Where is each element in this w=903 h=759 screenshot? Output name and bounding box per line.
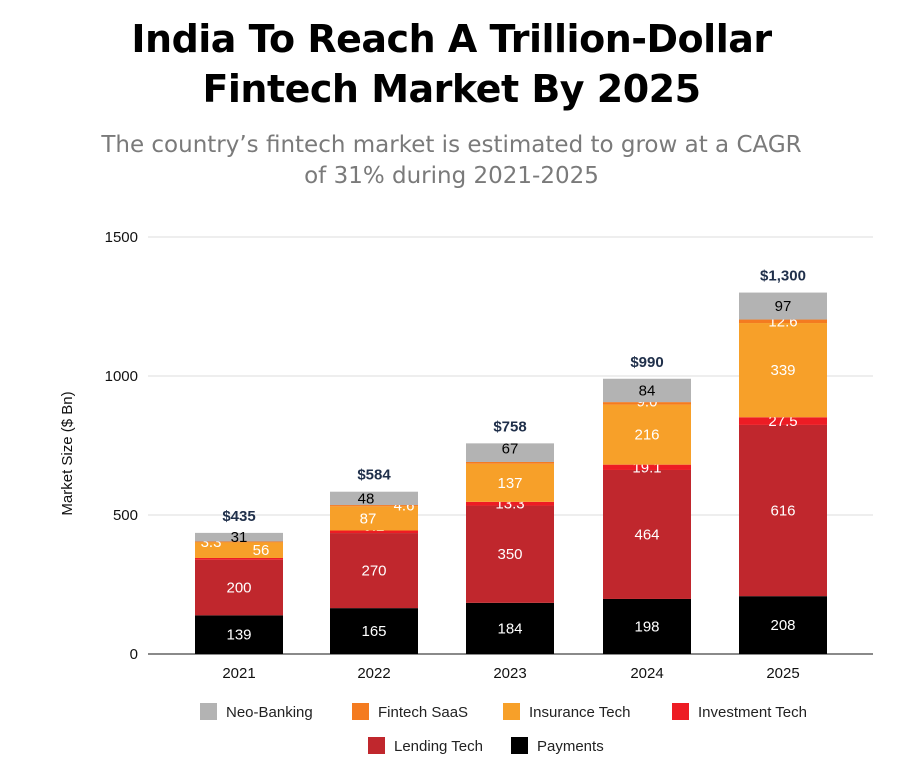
y-tick-label: 500	[113, 507, 138, 524]
bar-segment-insurance-tech	[330, 506, 418, 531]
bar-segment-payments	[466, 602, 554, 654]
y-axis-label: Market Size ($ Bn)	[59, 391, 76, 515]
data-label: 27.5	[768, 413, 797, 430]
data-label: 200	[226, 580, 251, 597]
bar-segment-investment-tech	[603, 464, 691, 470]
bar-segment-insurance-tech	[195, 542, 283, 558]
bar-segment-neo-banking	[739, 292, 827, 320]
legend-swatch-lending-tech	[368, 737, 385, 754]
bar-segment-fintech-saas	[466, 461, 554, 464]
bar-segment-payments	[330, 608, 418, 654]
bar-segment-fintech-saas	[195, 541, 283, 543]
x-tick-label: 2022	[357, 665, 390, 682]
bar-segment-neo-banking	[466, 443, 554, 462]
bar-segment-lending-tech	[195, 559, 283, 616]
chart-title-line-2: Fintech Market By 2025	[202, 67, 701, 111]
chart-subtitle: The country’s fintech market is estimate…	[60, 130, 843, 192]
bar-segment-fintech-saas	[330, 505, 418, 507]
chart-subtitle-line-1: The country’s fintech market is estimate…	[101, 132, 802, 158]
data-label: 350	[497, 546, 522, 563]
bar-segment-neo-banking	[330, 491, 418, 506]
data-label: 137	[497, 475, 522, 492]
legend-swatch-fintech-saas	[352, 703, 369, 720]
chart-title: India To Reach A Trillion-Dollar Fintech…	[0, 14, 903, 114]
bar-segment-payments	[603, 598, 691, 654]
chart-title-line-1: India To Reach A Trillion-Dollar	[131, 17, 772, 61]
bar-segment-investment-tech	[466, 501, 554, 506]
total-label: $584	[357, 467, 391, 484]
bar-segment-fintech-saas	[603, 402, 691, 405]
legend-label: Payments	[537, 738, 604, 755]
chart-subtitle-line-2: of 31% during 2021-2025	[304, 163, 599, 189]
bar-segment-neo-banking	[195, 532, 283, 542]
bar-segment-insurance-tech	[739, 323, 827, 418]
data-label: 56	[253, 542, 270, 559]
legend-swatch-neo-banking	[200, 703, 217, 720]
bar-segment-lending-tech	[330, 533, 418, 609]
bar-segment-neo-banking	[603, 378, 691, 403]
legend-label: Lending Tech	[394, 738, 483, 755]
data-label: 139	[226, 627, 251, 644]
total-label: $1,300	[760, 268, 806, 285]
data-label: 97	[775, 298, 792, 315]
data-label: 270	[361, 563, 386, 580]
bar-segment-lending-tech	[603, 469, 691, 599]
bar-segment-insurance-tech	[603, 404, 691, 465]
data-label: 84	[639, 382, 656, 399]
data-label: 31	[231, 529, 248, 546]
legend-swatch-investment-tech	[672, 703, 689, 720]
data-label: 216	[634, 427, 659, 444]
bar-segment-lending-tech	[466, 505, 554, 603]
x-tick-label: 2025	[766, 665, 799, 682]
legend-swatch-payments	[511, 737, 528, 754]
data-label: 87	[360, 510, 377, 527]
legend-label: Investment Tech	[698, 704, 807, 721]
data-label: 165	[361, 623, 386, 640]
bar-segment-lending-tech	[739, 424, 827, 597]
x-tick-label: 2024	[630, 665, 663, 682]
bar-segment-insurance-tech	[466, 463, 554, 502]
data-label: 208	[770, 617, 795, 634]
x-tick-label: 2021	[222, 665, 255, 682]
bar-segment-payments	[195, 615, 283, 654]
data-label: 198	[634, 618, 659, 635]
data-label: 464	[634, 526, 659, 543]
bar-segment-fintech-saas	[739, 319, 827, 324]
total-label: $758	[493, 418, 526, 435]
data-label: 67	[502, 441, 519, 458]
legend-label: Neo-Banking	[226, 704, 313, 721]
y-tick-label: 1000	[105, 368, 138, 385]
data-label: 184	[497, 620, 522, 637]
y-tick-label: 1500	[105, 229, 138, 246]
bar-segment-investment-tech	[330, 530, 418, 534]
data-label: 339	[770, 362, 795, 379]
x-tick-label: 2023	[493, 665, 526, 682]
bar-segment-investment-tech	[195, 557, 283, 560]
bar-segment-investment-tech	[739, 417, 827, 425]
total-label: $435	[222, 508, 255, 525]
legend-label: Fintech SaaS	[378, 704, 468, 721]
bar-segment-payments	[739, 596, 827, 654]
legend-label: Insurance Tech	[529, 704, 630, 721]
y-tick-label: 0	[130, 646, 138, 663]
total-label: $990	[630, 354, 663, 371]
data-label: 616	[770, 503, 795, 520]
data-label: 48	[358, 490, 375, 507]
legend-swatch-insurance-tech	[503, 703, 520, 720]
